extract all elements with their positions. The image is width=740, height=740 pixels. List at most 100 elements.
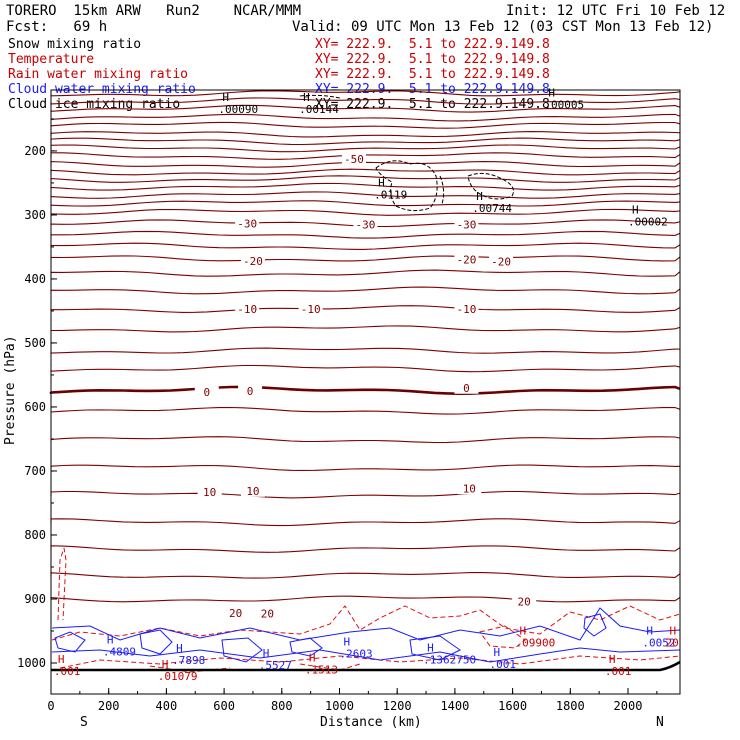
isotherm-label: -30 — [457, 219, 477, 232]
maximum-marker: H — [646, 625, 653, 638]
y-tick-label: 900 — [24, 592, 46, 606]
isotherm-line — [50, 572, 681, 579]
maximum-value: .001 — [54, 665, 80, 678]
isotherm-line — [50, 113, 681, 122]
isotherm-line — [50, 255, 681, 262]
maximum-marker: H — [222, 91, 229, 104]
cloud-ice-contours — [299, 94, 514, 212]
x-tick-label: 1800 — [556, 699, 585, 713]
maximum-marker: H — [548, 86, 555, 99]
isotherm-label: 20 — [518, 596, 531, 609]
isotherm-label: -10 — [301, 303, 321, 316]
isotherm-label: 10 — [463, 482, 476, 495]
isotherm-line — [50, 104, 681, 113]
isotherm-label: -10 — [237, 303, 257, 316]
isotherm-line — [50, 325, 681, 333]
plot-frame — [50, 89, 681, 695]
isotherm-label-bg — [235, 303, 260, 316]
isotherm-line — [50, 305, 681, 313]
rain-contour — [51, 605, 681, 641]
isotherm-label-bg — [454, 303, 479, 316]
y-tick-label: 600 — [24, 400, 46, 414]
x-tick-label: 1600 — [498, 699, 527, 713]
isotherm-label-bg — [240, 255, 265, 268]
rain-contour — [479, 625, 526, 649]
maximum-marker: H — [303, 91, 310, 104]
isotherm-label: 0 — [247, 385, 254, 398]
isotherm-line — [50, 168, 681, 176]
isotherm-line — [50, 137, 681, 146]
maximum-marker: H — [58, 653, 65, 666]
maximum-marker: H — [344, 636, 351, 649]
legend-snow-name: Snow mixing ratio — [8, 37, 142, 52]
cloud-water-contours — [51, 607, 681, 663]
north-marker: N — [656, 715, 664, 730]
isotherm-label: -30 — [237, 217, 257, 230]
isotherm-label-bg — [512, 595, 537, 608]
isotherm-labels: -50 -30 -30 -30 -20 -20 -20 -10 -10 -10 0 0 0 10 10 10 2… — [194, 153, 537, 621]
y-tick-label: 400 — [24, 272, 46, 286]
isotherm-label-bg — [240, 484, 265, 497]
x-tick-label: 1200 — [383, 699, 412, 713]
isotherm-line — [50, 191, 681, 199]
y-tick-label: 700 — [24, 464, 46, 478]
maximum-value: .09900 — [515, 637, 555, 650]
isotherm-label: -10 — [457, 303, 477, 316]
ground-line — [51, 660, 681, 672]
cloud-water-contour — [139, 629, 173, 655]
maximum-value: .01079 — [158, 670, 198, 683]
legend-snow-xy: XY= 222.9. 5.1 to 222.9.149.8 — [315, 37, 550, 52]
isotherm-label-bg — [489, 255, 514, 268]
isotherm-line — [50, 208, 681, 216]
maximum-marker: H — [519, 625, 526, 638]
x-tick-label: 400 — [156, 699, 178, 713]
isotherm-line — [50, 175, 681, 183]
maximum-value: .0052 — [642, 637, 675, 650]
legend-temperature-name: Temperature — [8, 52, 95, 67]
y-tick-label: 200 — [24, 144, 46, 158]
isotherm-label-bg — [298, 303, 323, 316]
cloud-water-contour — [51, 647, 681, 663]
maximum-value: .001 — [605, 665, 632, 678]
isotherm-label-bg — [457, 482, 482, 495]
maximum-value: .001 — [490, 658, 517, 671]
init-time: Init: 12 UTC Fri 10 Feb 12 — [506, 3, 726, 19]
isotherm-line — [50, 464, 681, 471]
y-tick-label: 500 — [24, 336, 46, 350]
isotherm-label-bg — [454, 381, 479, 394]
isotherm-line — [50, 182, 681, 191]
isotherm-label: -20 — [457, 254, 477, 267]
isotherm-label-bg — [255, 607, 280, 620]
isotherm-line — [50, 436, 681, 444]
maximum-marker: H — [632, 203, 639, 216]
isotherm-label-bg — [223, 607, 248, 620]
isotherm-line — [50, 242, 681, 250]
maximum-marker: H — [309, 652, 316, 665]
maximum-marker: H — [476, 190, 483, 203]
isotherm-label: 10 — [246, 485, 259, 498]
isotherm-line — [50, 97, 681, 105]
legend-ice-name: Cloud ice mixing ratio — [8, 97, 181, 112]
isotherm-label-bg — [235, 217, 260, 230]
cloud-water-contour — [583, 613, 607, 637]
isotherm-label-bg — [353, 218, 378, 231]
legend-rain-name: Rain water mixing ratio — [8, 67, 189, 82]
maximum-value: .00090 — [218, 103, 258, 116]
terrain — [51, 660, 681, 672]
isotherm-label-bg — [238, 384, 263, 397]
south-marker: S — [80, 715, 88, 730]
cloud-ice-contour — [375, 160, 438, 212]
isotherm-line — [50, 144, 681, 153]
maximum-value: .7898 — [172, 654, 205, 667]
isotherm-line — [49, 385, 681, 396]
isotherm-label: -20 — [491, 256, 511, 269]
maximum-value: .1513 — [305, 664, 338, 677]
cloud-water-contour — [51, 607, 681, 641]
maximum-value: .00744 — [472, 202, 512, 215]
cloud-ice-contour — [467, 172, 514, 200]
isotherm-label-bg — [454, 218, 479, 231]
x-tick-label: 2000 — [614, 699, 643, 713]
maximum-marker: H — [176, 642, 183, 655]
